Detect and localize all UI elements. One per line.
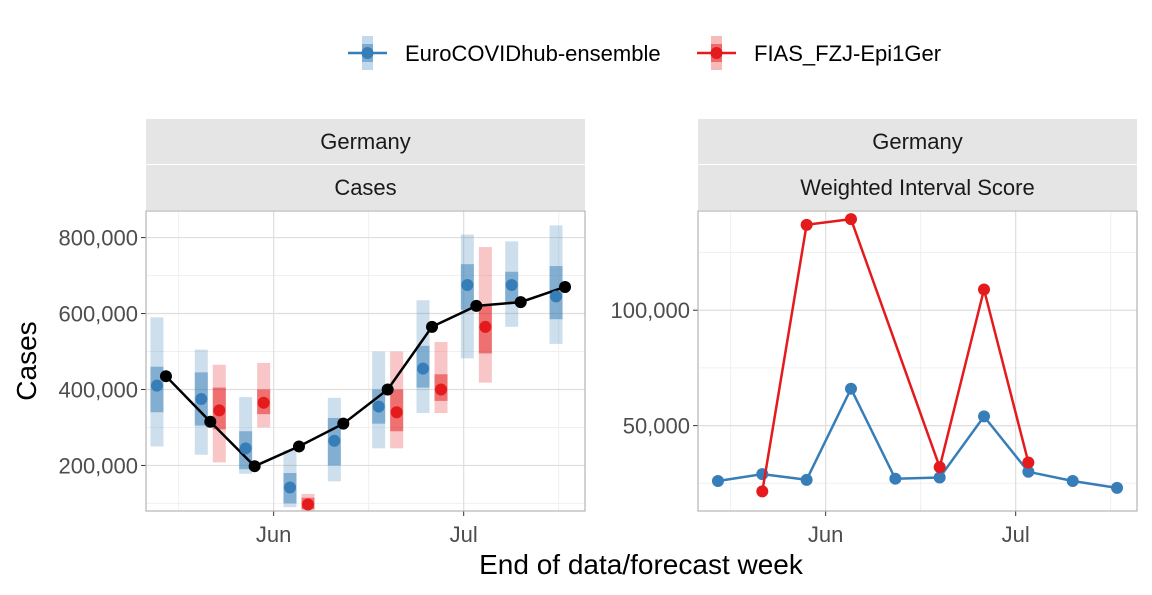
x-tick-label: Jul xyxy=(1002,522,1030,547)
x-tick-label: Jun xyxy=(808,522,843,547)
truth-point xyxy=(559,280,572,293)
series-point xyxy=(889,472,902,485)
truth-point xyxy=(204,415,217,428)
y-tick-label: 100,000 xyxy=(610,298,690,323)
legend-point-swatch xyxy=(710,47,723,59)
facet-strip-bottom-label: Cases xyxy=(334,175,396,200)
median-point xyxy=(417,362,430,375)
truth-point xyxy=(248,460,261,473)
series-point xyxy=(1111,481,1124,494)
series-point xyxy=(933,461,946,474)
legend-item: EuroCOVIDhub-ensemble xyxy=(348,36,661,70)
truth-point xyxy=(514,296,527,309)
x-axis-title: End of data/forecast week xyxy=(479,549,804,580)
median-point xyxy=(435,383,448,396)
median-point xyxy=(505,279,518,292)
series-point xyxy=(978,410,991,423)
median-point xyxy=(550,290,563,303)
median-point xyxy=(257,396,270,409)
legend-item: FIAS_FZJ-Epi1Ger xyxy=(697,36,941,70)
truth-point xyxy=(337,417,350,430)
series-point xyxy=(1022,456,1035,469)
series-point xyxy=(844,382,857,395)
panel-border xyxy=(145,210,586,512)
legend: EuroCOVIDhub-ensemble FIAS_FZJ-Epi1Ger xyxy=(348,36,941,70)
median-point xyxy=(390,406,403,419)
series-line xyxy=(717,385,1118,490)
truth-point xyxy=(470,299,483,312)
legend-point-swatch xyxy=(361,47,374,59)
facet-strip-bottom xyxy=(698,165,1137,210)
x-tick-label: Jun xyxy=(256,522,291,547)
series-point xyxy=(1022,465,1035,478)
series-point xyxy=(1066,475,1079,487)
x-tick-label: Jul xyxy=(450,522,478,547)
median-point xyxy=(283,481,296,494)
y-tick-label: 400,000 xyxy=(58,377,138,402)
median-point xyxy=(150,379,163,392)
median-point xyxy=(461,279,474,292)
median-point xyxy=(213,404,226,417)
facet-strip-top-label: Germany xyxy=(320,129,410,154)
truth-line xyxy=(165,285,566,468)
y-axis-title: Cases xyxy=(11,321,42,400)
series-point xyxy=(756,485,769,498)
legend-label: FIAS_FZJ-Epi1Ger xyxy=(754,41,941,66)
median-point xyxy=(479,320,492,333)
truth-point xyxy=(159,370,172,383)
y-tick-label: 600,000 xyxy=(58,302,138,327)
facet-strip-bottom-label: Weighted Interval Score xyxy=(800,175,1034,200)
series-point xyxy=(844,213,857,226)
panel-border xyxy=(697,210,1138,512)
series-point xyxy=(800,473,813,486)
facet-strip-top xyxy=(146,119,585,164)
median-point xyxy=(195,392,208,405)
series-point xyxy=(978,283,991,296)
panel-weighted-interval-score: Germany Weighted Interval Score 50,000 100,… xyxy=(610,119,1138,547)
truth-point xyxy=(292,440,305,453)
median-point xyxy=(239,442,252,455)
median-point xyxy=(301,498,314,511)
facet-strip-bottom xyxy=(146,165,585,210)
panel-cases: Germany Cases 200,000 400,000 600,000 800,000… xyxy=(11,119,586,547)
series-line xyxy=(761,217,1030,492)
truth-point xyxy=(381,383,394,396)
facet-strip-top xyxy=(698,119,1137,164)
series-point xyxy=(800,218,813,231)
median-point xyxy=(372,400,385,413)
legend-label: EuroCOVIDhub-ensemble xyxy=(405,41,661,66)
truth-point xyxy=(426,320,439,333)
y-tick-label: 200,000 xyxy=(58,453,138,478)
series-point xyxy=(711,475,724,487)
median-point xyxy=(328,434,341,447)
y-tick-label: 50,000 xyxy=(623,414,690,439)
series-point xyxy=(933,471,946,484)
facet-strip-top-label: Germany xyxy=(872,129,962,154)
y-tick-label: 800,000 xyxy=(58,226,138,251)
